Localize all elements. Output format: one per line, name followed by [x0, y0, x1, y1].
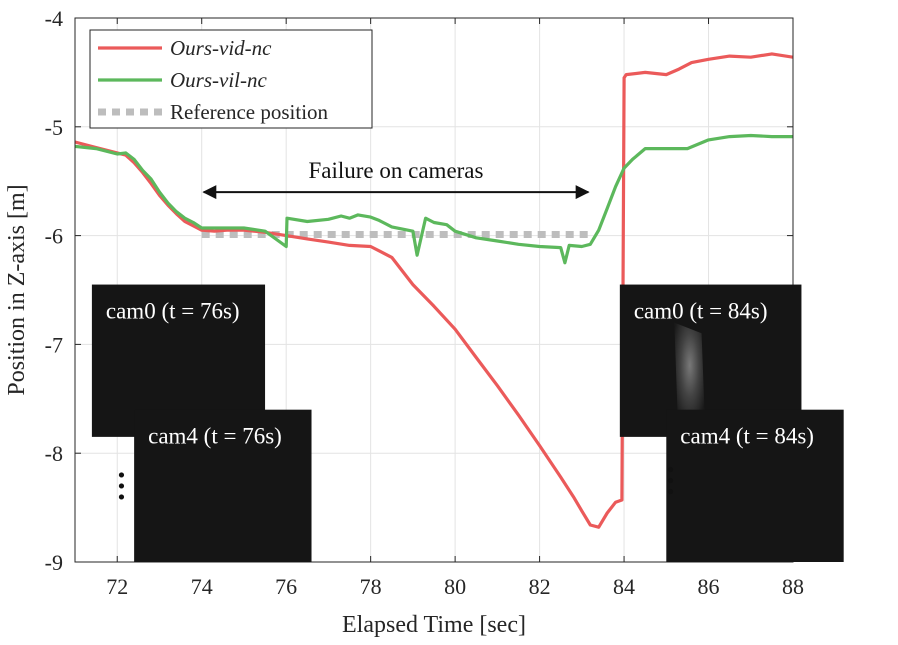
ellipsis-dot: [667, 466, 674, 473]
legend-label-reference-position: Reference position: [170, 100, 329, 124]
series-line-ours-vil-nc: [75, 133, 793, 265]
ellipsis-dot: [118, 483, 125, 489]
legend-label-ours-vid-nc: Ours-vid-nc: [170, 36, 272, 60]
ellipsis-dot: [667, 477, 674, 484]
x-tick-label: 86: [698, 574, 720, 599]
x-tick-label: 76: [275, 574, 297, 599]
camera-image: [666, 409, 844, 562]
camera-label: cam4 (t = 84s): [680, 424, 814, 449]
ellipsis-icon: [118, 472, 125, 500]
y-tick-label: -4: [45, 6, 63, 31]
x-axis-label: Elapsed Time [sec]: [342, 612, 526, 638]
x-tick-label: 82: [529, 574, 551, 599]
series-group: [75, 52, 793, 529]
y-tick-label: -9: [45, 550, 63, 575]
x-tick-label: 74: [191, 574, 213, 599]
camera-inset: cam4 (t = 76s): [134, 409, 312, 562]
camera-inset: cam4 (t = 84s): [666, 409, 844, 562]
ellipsis-dot: [118, 494, 125, 500]
x-tick-label: 72: [106, 574, 128, 599]
failure-label: Failure on cameras: [308, 158, 483, 183]
legend-label-ours-vil-nc: Ours-vil-nc: [170, 68, 267, 92]
y-tick-label: -7: [45, 332, 63, 357]
ellipsis-icon: [667, 466, 674, 495]
x-tick-label: 88: [782, 574, 804, 599]
y-tick-label: -6: [45, 224, 63, 249]
y-tick-label: -8: [45, 441, 63, 466]
y-axis-label: Position in Z-axis [m]: [4, 184, 30, 395]
x-tick-label: 78: [360, 574, 382, 599]
failure-annotation: Failure on cameras: [202, 158, 590, 200]
y-tick-label: -5: [45, 115, 63, 140]
x-tick-label: 80: [444, 574, 466, 599]
camera-image: [134, 409, 312, 562]
camera-insets: cam0 (t = 76s) cam4 (t = 76s) cam0 (t = 84…: [91, 284, 844, 562]
ellipsis-dot: [118, 472, 125, 478]
camera-glare: [674, 322, 706, 430]
camera-label: cam4 (t = 76s): [148, 424, 282, 449]
camera-label: cam0 (t = 84s): [634, 299, 768, 324]
legend: Ours-vid-nc Ours-vil-nc Reference position: [89, 29, 373, 129]
x-tick-label: 84: [613, 574, 635, 599]
ellipsis-dot: [667, 488, 674, 495]
camera-label: cam0 (t = 76s): [106, 299, 240, 324]
